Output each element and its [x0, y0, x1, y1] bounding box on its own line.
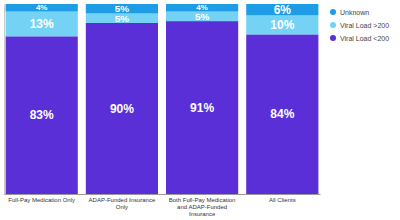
- data-label: 4%: [196, 3, 208, 12]
- legend-item: Unknown: [330, 9, 369, 16]
- data-label: 90%: [110, 102, 134, 116]
- data-label: 83%: [30, 108, 54, 122]
- data-label: 84%: [270, 107, 294, 121]
- x-tick-label: All Clients: [269, 197, 296, 203]
- bar-segment: [86, 23, 158, 194]
- data-label: 4%: [36, 3, 48, 12]
- data-label: 91%: [190, 101, 214, 115]
- data-label: 6%: [274, 3, 292, 17]
- bar-segment: [246, 15, 318, 34]
- legend-label: Unknown: [340, 9, 369, 16]
- bar-segment: [166, 12, 238, 22]
- legend: Unknown Viral Load >200 Viral Load <200: [330, 9, 389, 42]
- chart: 83%90%91%84%13%5%5%10%4%5%4%6%Full-Pay M…: [0, 0, 400, 220]
- data-label: 5%: [115, 13, 130, 24]
- bar-segment: [166, 4, 238, 12]
- y-axis: [4, 5, 5, 195]
- bar-segment: [6, 36, 78, 194]
- x-tick: Both Full-Pay Medicationand ADAP-FundedI…: [169, 197, 236, 217]
- x-tick-label: Both Full-Pay Medicationand ADAP-FundedI…: [169, 197, 236, 217]
- x-axis-line: [5, 194, 321, 195]
- legend-swatch: [330, 35, 336, 41]
- bar-segment: [246, 34, 318, 194]
- x-tick: All Clients: [269, 197, 296, 203]
- x-tick: Full-Pay Medication Only: [8, 197, 75, 203]
- x-axis: Full-Pay Medication Only ADAP-Funded Insu…: [5, 195, 321, 218]
- x-tick-label: Full-Pay Medication Only: [8, 197, 75, 203]
- plot: 83%90%91%84%13%5%5%10%4%5%4%6%Full-Pay M…: [5, 3, 321, 218]
- legend-swatch: [330, 22, 336, 28]
- bar-segment: [6, 4, 78, 12]
- data-label: 5%: [115, 3, 130, 14]
- legend-item: Viral Load >200: [330, 22, 389, 29]
- bars: [6, 4, 319, 194]
- bar-segment: [86, 14, 158, 24]
- legend-item: Viral Load <200: [330, 35, 389, 42]
- bar-segment: [6, 12, 78, 37]
- bar-segment: [166, 21, 238, 194]
- data-labels: 83%90%91%84%13%5%5%10%4%5%4%6%: [30, 3, 295, 122]
- data-label: 10%: [270, 18, 294, 32]
- legend-label: Viral Load >200: [340, 22, 389, 29]
- data-label: 5%: [195, 11, 210, 22]
- data-label: 13%: [30, 17, 54, 31]
- bar-segment: [86, 4, 158, 14]
- legend-label: Viral Load <200: [340, 35, 389, 42]
- x-tick: ADAP-Funded InsuranceOnly: [89, 197, 156, 210]
- legend-swatch: [330, 9, 336, 15]
- x-tick-label: ADAP-Funded InsuranceOnly: [89, 197, 156, 210]
- y-axis-line: [4, 5, 5, 195]
